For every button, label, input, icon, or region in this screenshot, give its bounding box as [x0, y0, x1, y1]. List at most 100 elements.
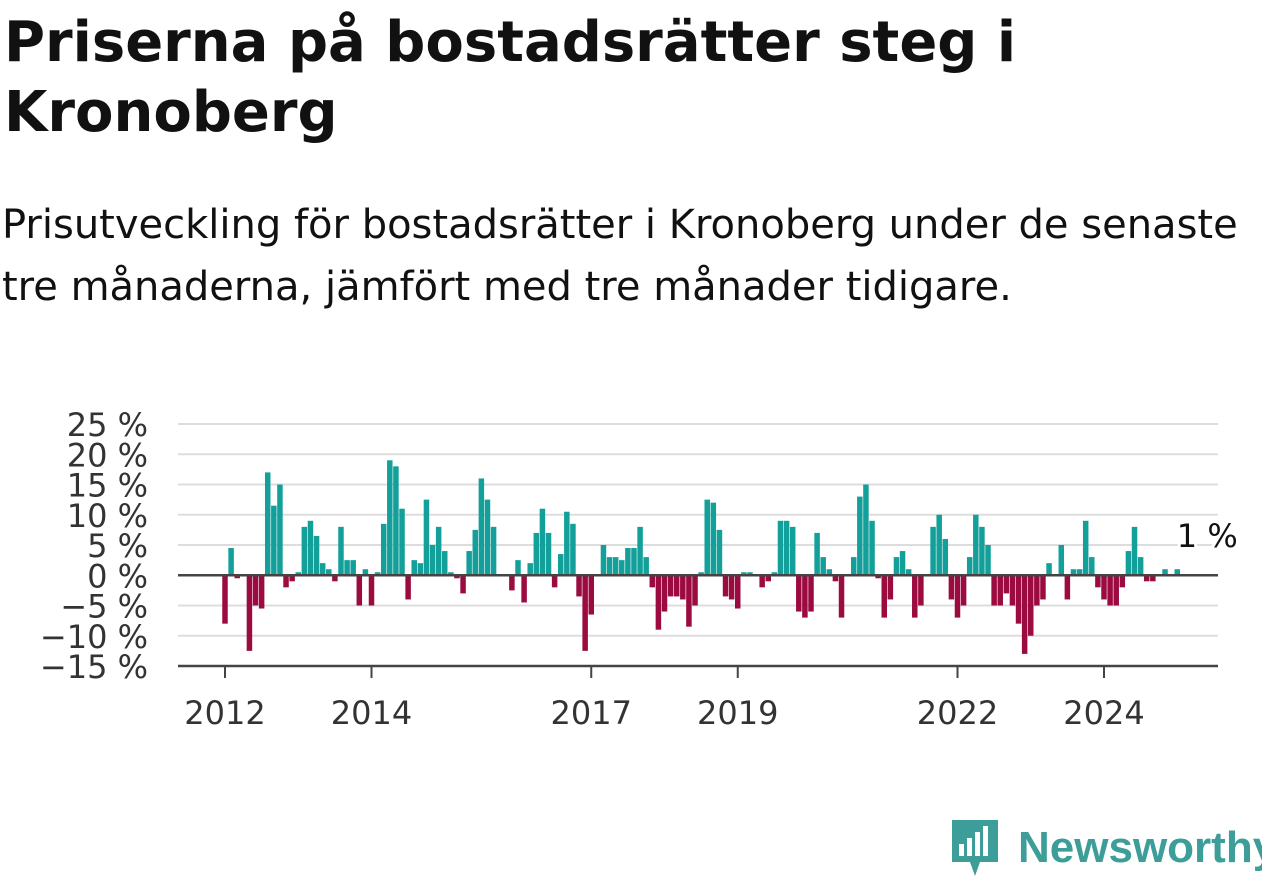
bar [838, 575, 845, 618]
annotations: 1 % [1174, 514, 1241, 558]
x-tick-label: 2017 [551, 694, 632, 732]
bar [704, 499, 710, 576]
bar [875, 575, 881, 579]
y-tick-label: 0 % [87, 557, 148, 595]
bar [1064, 575, 1071, 600]
bar [319, 563, 326, 576]
bar [374, 572, 381, 576]
bar [942, 538, 949, 576]
bar [460, 575, 466, 594]
bar [264, 472, 271, 576]
y-tick-label: −10 % [40, 618, 148, 656]
bar [423, 499, 430, 576]
bar [1113, 575, 1119, 606]
bar [289, 575, 295, 582]
bar [991, 575, 997, 606]
bar [380, 523, 387, 576]
bar [997, 575, 1003, 606]
bar [448, 572, 454, 576]
bar [576, 575, 582, 597]
bar [619, 560, 625, 576]
bar [332, 575, 338, 582]
bar [551, 575, 558, 588]
y-tick-label: 15 % [67, 467, 148, 505]
bar [1009, 575, 1016, 606]
bar [741, 572, 747, 576]
bar [295, 572, 301, 576]
bar [1076, 569, 1083, 576]
bar [722, 575, 729, 597]
bar [1137, 557, 1144, 576]
bar [350, 560, 356, 576]
bar [539, 508, 546, 576]
axes [178, 574, 1218, 668]
bar [588, 575, 594, 615]
bar [252, 575, 259, 606]
bar [277, 484, 283, 576]
y-tick-label: 20 % [67, 436, 148, 474]
bar [307, 520, 314, 576]
bar [271, 505, 277, 576]
bar [789, 526, 796, 576]
bar [484, 499, 491, 576]
x-tick-label: 2022 [917, 694, 998, 732]
bar [716, 529, 723, 576]
bar [411, 560, 417, 576]
bar [527, 563, 533, 576]
x-tick-label: 2019 [697, 694, 778, 732]
bar [649, 575, 656, 588]
bar [1174, 569, 1180, 576]
bar [735, 575, 741, 609]
bar [1021, 575, 1028, 654]
bar [747, 572, 753, 576]
y-tick-label: 25 % [67, 406, 148, 444]
bar [673, 575, 680, 597]
bar [368, 575, 375, 606]
bar [417, 563, 424, 576]
bar [930, 526, 936, 576]
bar [728, 575, 735, 600]
bar [1003, 575, 1010, 594]
bar [985, 545, 991, 576]
bar [521, 575, 527, 603]
bar [771, 572, 778, 576]
bar [759, 575, 765, 588]
bar [960, 575, 967, 606]
y-tick-label: −15 % [40, 648, 148, 686]
bar [1046, 563, 1052, 576]
bar [808, 575, 814, 612]
bar [1082, 520, 1089, 576]
bar [936, 514, 942, 576]
bar [820, 557, 826, 576]
bar [1034, 575, 1040, 606]
bar [655, 575, 662, 630]
x-tick-label: 2024 [1063, 694, 1144, 732]
y-tick-label: −5 % [60, 588, 148, 626]
bar [777, 520, 784, 576]
bar [466, 551, 472, 576]
bar [1162, 569, 1168, 576]
bar [966, 557, 973, 576]
bar [515, 560, 521, 576]
bar [918, 575, 924, 606]
bar [1143, 575, 1150, 582]
bar [1095, 575, 1101, 588]
x-axis-tick-labels: 2012 2014 2017 2019 2022 2024 [184, 666, 1145, 732]
bar [478, 478, 485, 576]
bar [979, 526, 985, 576]
bar [1131, 526, 1138, 576]
chart-subtitle: Prisutveckling för bostadsrätter i Krono… [2, 202, 1238, 310]
bar [612, 557, 619, 576]
bar [637, 526, 643, 576]
bar [814, 532, 820, 576]
bar [533, 532, 540, 576]
bar [667, 575, 674, 597]
bar [600, 545, 607, 576]
bar [948, 575, 955, 600]
bar [625, 548, 631, 576]
x-tick-label: 2012 [184, 694, 265, 732]
bar [680, 575, 686, 600]
bar [1107, 575, 1113, 606]
bar [857, 496, 863, 576]
bar [863, 484, 869, 576]
